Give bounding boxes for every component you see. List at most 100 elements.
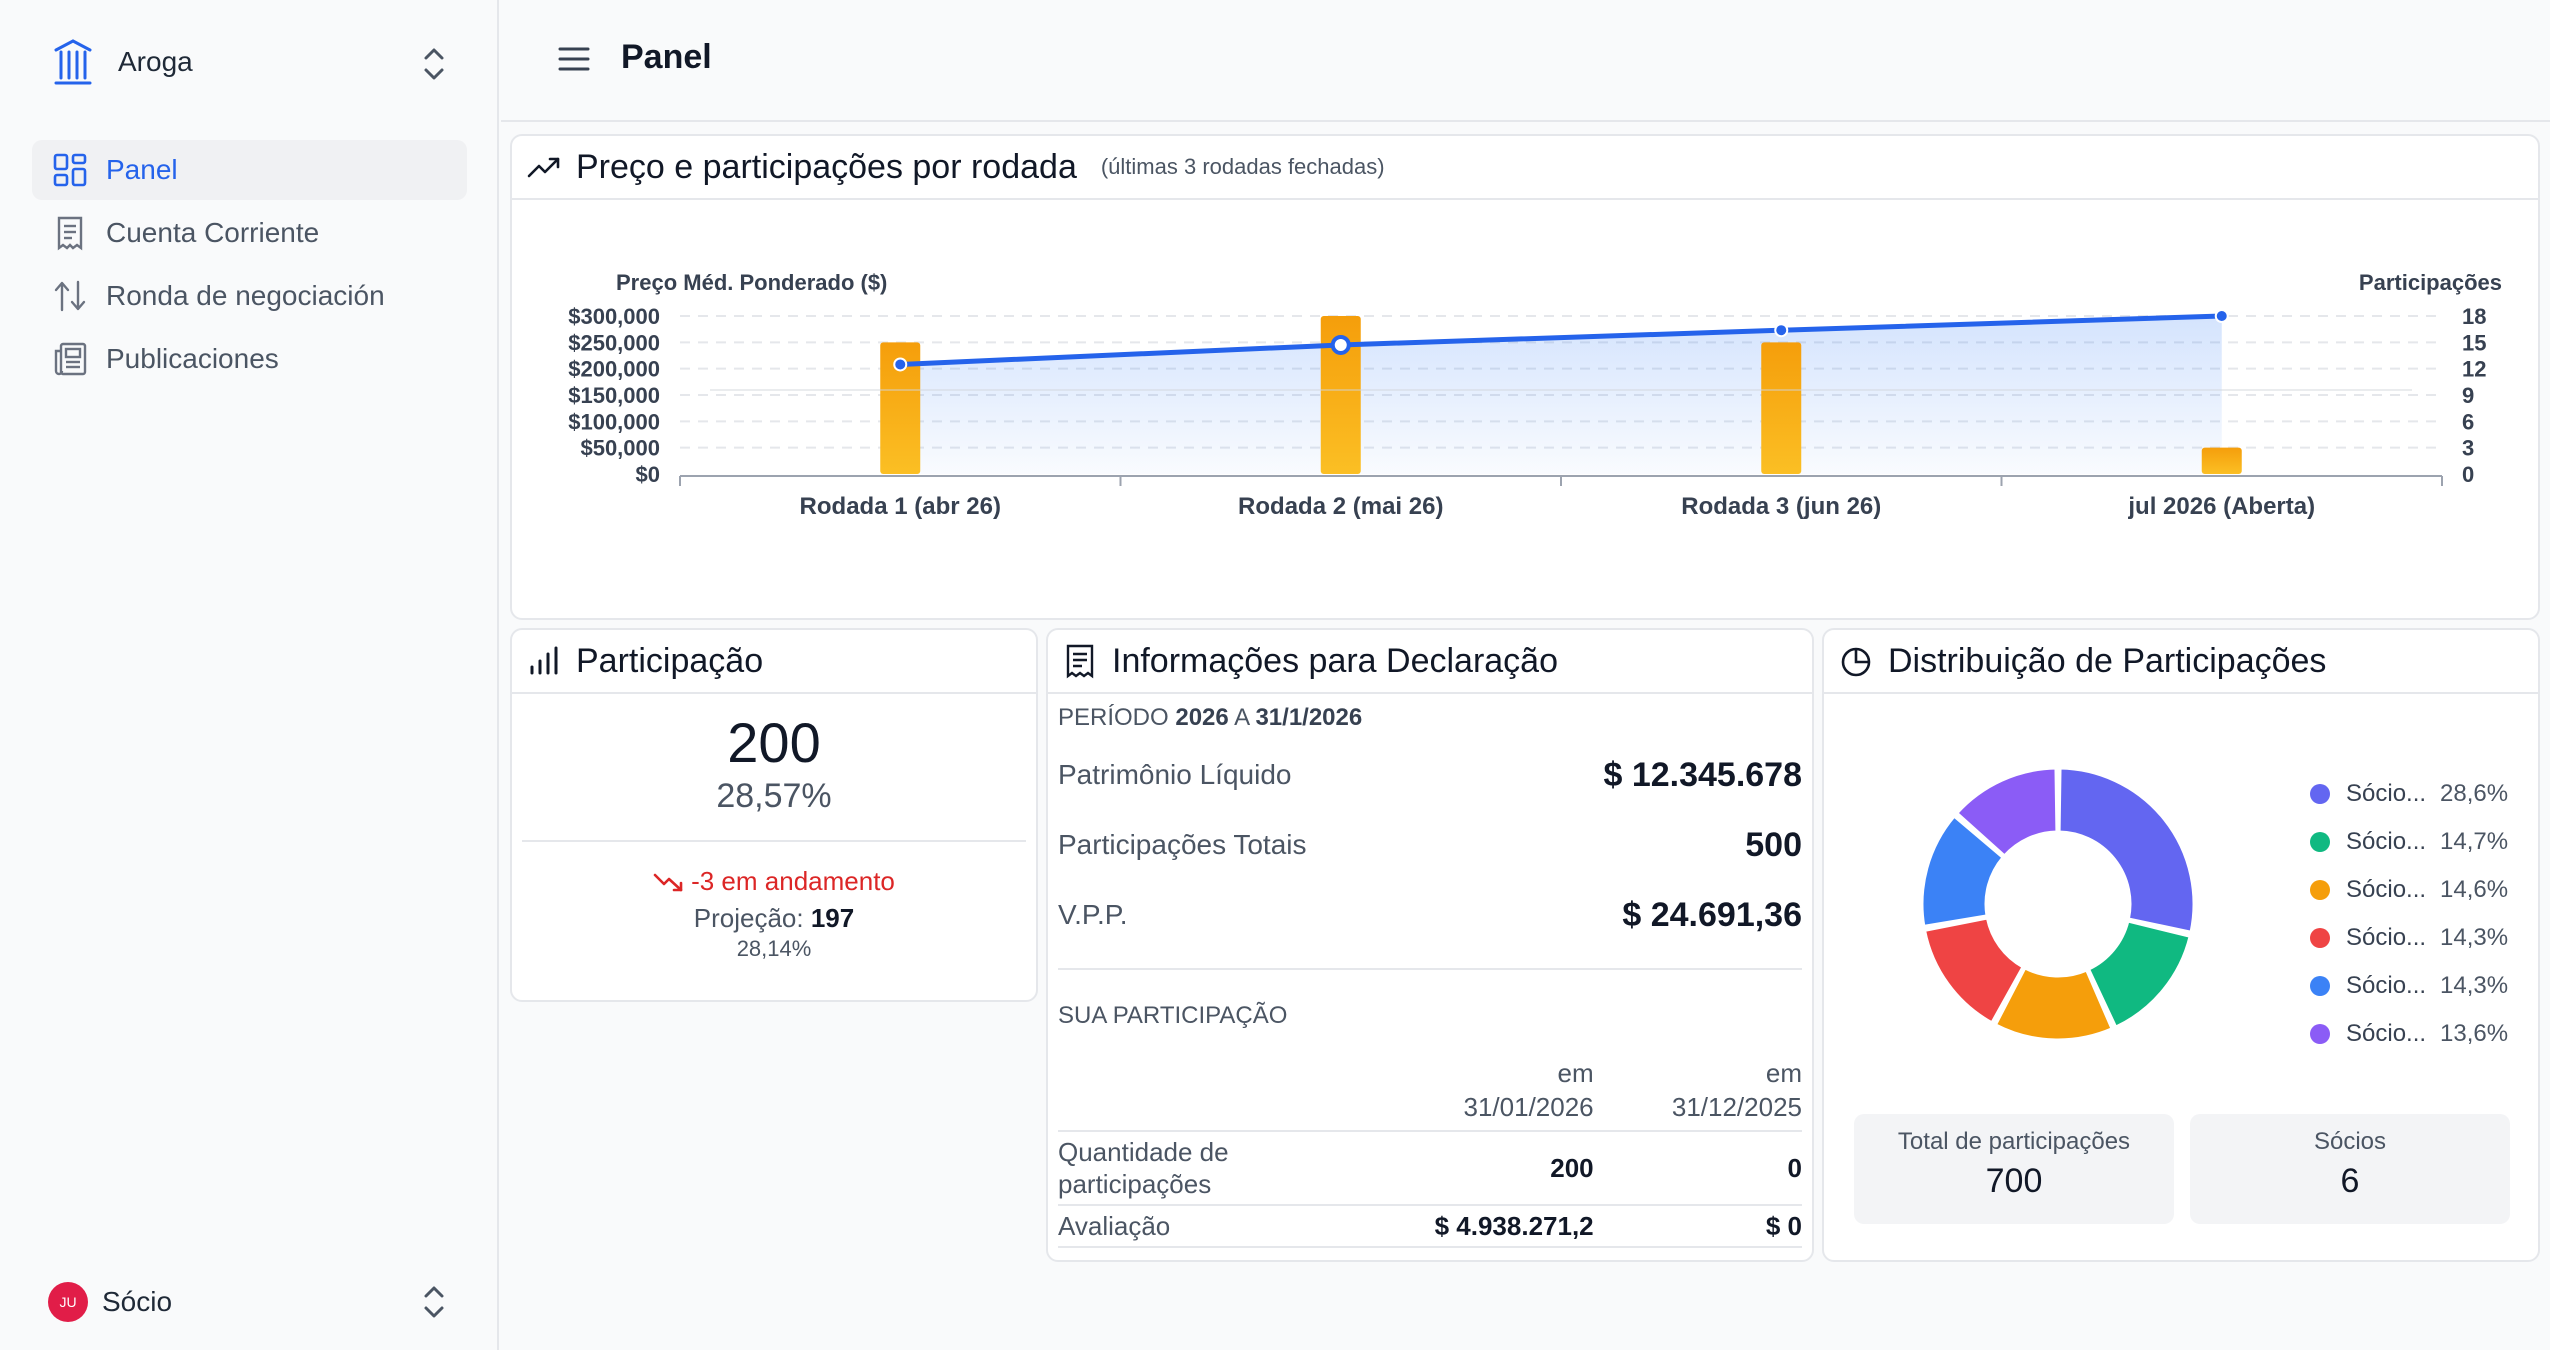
sidebar-item-label: Cuenta Corriente (106, 217, 320, 248)
partners-stat: Sócios 6 (2190, 1114, 2510, 1224)
total-participations-row: Participações Totais 500 (1058, 810, 1802, 880)
participation-bar (880, 342, 921, 474)
page-title: Panel (621, 38, 712, 76)
table-row: Avaliação $ 4.938.271,2 $ 0 (1058, 1205, 1802, 1248)
table-cell: 200 (1370, 1131, 1594, 1206)
x-category-label: Rodada 3 (jun 26) (1681, 493, 1881, 520)
section-label: SUA PARTICIPAÇÃO (1058, 1002, 1288, 1029)
legend-item[interactable]: Sócio... 13,6% (2310, 1010, 2530, 1058)
legend-pct: 14,7% (2440, 828, 2509, 855)
legend-name: Sócio... (2346, 876, 2427, 903)
donut-slice[interactable] (1954, 766, 2059, 858)
table-cell: 0 (1593, 1131, 1802, 1206)
distribution-card: Distribuição de Participações Sócio... 28… (1822, 628, 2540, 1262)
stat-label: Total de participações (1897, 1128, 2131, 1155)
user-switcher[interactable]: JU Sócio (48, 1272, 452, 1332)
card-header: Preço e participações por rodada (última… (512, 136, 2538, 200)
price-area (900, 316, 2222, 474)
card-header: Distribuição de Participações (1824, 630, 2538, 694)
right-tick-label: 12 (2462, 357, 2486, 382)
legend-dot (2310, 832, 2330, 852)
table-header-col1: em 31/01/2026 (1370, 1052, 1594, 1132)
trending-down-icon (653, 873, 683, 891)
institution-logo-icon (54, 39, 92, 85)
sidebar-item-cuenta-corriente[interactable]: Cuenta Corriente (32, 203, 467, 263)
legend-item[interactable]: Sócio... 14,7% (2310, 818, 2530, 866)
right-tick-label: 15 (2462, 330, 2486, 355)
legend-dot (2310, 880, 2330, 900)
period-separator: A (1234, 704, 1249, 731)
legend-name: Sócio... (2346, 780, 2427, 807)
right-axis-label: Participações (2359, 270, 2502, 295)
donut-slice[interactable] (2086, 919, 2192, 1030)
stat-value: 700 (1985, 1162, 2043, 1200)
sidebar: Aroga Panel Cuenta Corriente (0, 0, 499, 1350)
legend-item[interactable]: Sócio... 14,6% (2310, 866, 2530, 914)
legend-item[interactable]: Sócio... 14,3% (2310, 962, 2530, 1010)
participation-bar (2201, 447, 2242, 474)
sidebar-item-label: Publicaciones (106, 343, 279, 374)
card-title: Participação (576, 641, 764, 680)
left-tick-label: $150,000 (568, 383, 660, 408)
price-point (1330, 334, 1351, 355)
col1-bottom: 31/01/2026 (1463, 1092, 1594, 1122)
legend-item[interactable]: Sócio... 14,3% (2310, 914, 2530, 962)
participation-trend: -3 em andamento (512, 866, 1036, 897)
dashboard-icon (53, 153, 87, 187)
row-label: Participações Totais (1058, 829, 1307, 860)
receipt-icon (57, 216, 83, 251)
card-title: Informações para Declaração (1112, 641, 1559, 680)
org-switcher[interactable]: Aroga (32, 26, 452, 98)
right-tick-label: 6 (2462, 409, 2474, 434)
avatar: JU (48, 1282, 88, 1322)
donut-slice[interactable] (1920, 814, 2006, 929)
legend-pct: 28,6% (2440, 780, 2509, 807)
price-line (900, 313, 2222, 367)
receipt-icon (1066, 644, 1094, 679)
sidebar-item-label: Panel (106, 154, 178, 185)
donut-slice[interactable] (2057, 766, 2196, 935)
row-label: V.P.P. (1058, 899, 1128, 930)
col2-top: em (1765, 1058, 1802, 1088)
stat-value: 6 (2340, 1162, 2360, 1200)
period-year: 2026 (1175, 704, 1229, 731)
row-value: $ 24.691,36 (1622, 895, 1802, 934)
col1-top: em (1557, 1058, 1594, 1088)
left-tick-label: $50,000 (580, 436, 660, 461)
projection-percent: 28,14% (736, 936, 812, 961)
col2-bottom: 31/12/2025 (1671, 1092, 1802, 1122)
projection-value: 197 (810, 903, 855, 933)
declaration-card: Informações para Declaração PERÍODO 2026… (1046, 628, 1814, 1262)
price-chart-card: Preço e participações por rodada (última… (510, 134, 2540, 620)
legend-item[interactable]: Sócio... 28,6% (2310, 770, 2530, 818)
left-tick-label: $250,000 (568, 330, 660, 355)
divider (522, 840, 1026, 842)
donut-slice[interactable] (1993, 965, 2115, 1042)
period-end: 31/1/2026 (1255, 704, 1363, 731)
participation-bar (1761, 342, 1802, 474)
participation-percent: 28,57% (716, 777, 832, 815)
right-tick-label: 0 (2462, 462, 2474, 487)
sidebar-item-publicaciones[interactable]: Publicaciones (32, 329, 467, 389)
period-prefix: PERÍODO (1058, 704, 1169, 731)
table-cell: Quantidade de participações (1058, 1131, 1371, 1206)
participation-card: Participação 200 28,57% -3 em andamento … (510, 628, 1038, 1002)
sidebar-item-ronda-negociacion[interactable]: Ronda de negociación (32, 266, 467, 326)
card-title: Distribuição de Participações (1888, 641, 2327, 680)
price-point (2214, 309, 2229, 323)
table-row: Quantidade de participações 200 0 (1058, 1131, 1802, 1206)
row-value: 500 (1745, 825, 1802, 864)
right-tick-label: 3 (2462, 436, 2474, 461)
legend-dot (2310, 784, 2330, 804)
chevron-up-down-icon (424, 1286, 444, 1318)
right-tick-label: 18 (2462, 304, 2486, 329)
x-category-label: jul 2026 (Aberta) (2127, 493, 2315, 520)
price-participation-chart: Preço Méd. Ponderado ($) Participações $… (568, 270, 2502, 520)
donut-slice[interactable] (1922, 916, 2026, 1025)
sidebar-item-panel[interactable]: Panel (32, 140, 467, 200)
card-title: Preço e participações por rodada (576, 147, 1077, 186)
legend-dot (2310, 1024, 2330, 1044)
table-cell: $ 0 (1593, 1205, 1802, 1248)
x-category-label: Rodada 1 (abr 26) (800, 493, 1001, 520)
menu-icon[interactable] (557, 44, 591, 74)
